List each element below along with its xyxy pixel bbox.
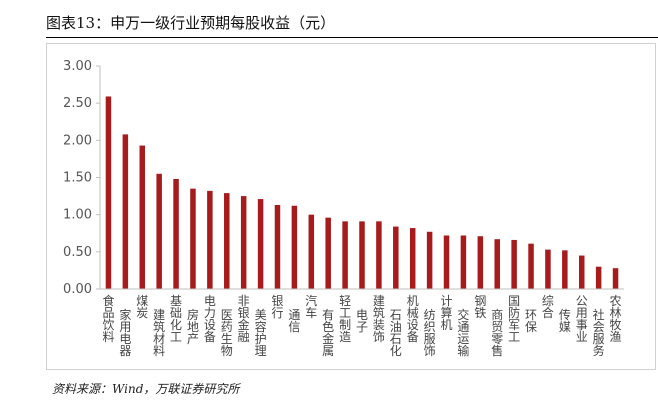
x-category-label: 建筑材料 — [153, 308, 165, 358]
bar — [105, 96, 112, 289]
bars — [105, 96, 619, 289]
bar — [426, 231, 433, 289]
x-category-label: 国防军工 — [508, 294, 520, 344]
x-category-label: 汽车 — [305, 293, 317, 320]
bar — [291, 205, 298, 289]
bar — [207, 190, 213, 289]
x-category-label: 传媒 — [559, 307, 571, 334]
bar — [409, 228, 416, 289]
bar — [528, 243, 534, 289]
x-category-label: 电力设备 — [204, 294, 216, 344]
x-category-label: 农林牧渔 — [610, 294, 622, 344]
x-category-label: 有色金属 — [322, 308, 334, 358]
y-axis: 0.00 0.50 1.00 1.50 2.00 2.50 3.00 — [63, 59, 101, 297]
y-tick-label: 0.50 — [63, 245, 92, 260]
y-tick-label: 1.00 — [63, 208, 92, 223]
y-tick-label: 3.00 — [63, 59, 92, 74]
x-category-label: 美容护理 — [255, 308, 267, 358]
x-category-label: 计算机 — [441, 294, 453, 332]
bar — [240, 196, 247, 289]
title-divider — [46, 37, 658, 38]
x-category-label: 煤炭 — [136, 294, 148, 320]
bar — [359, 221, 365, 289]
bar — [122, 134, 129, 289]
x-category-label: 电子 — [356, 308, 368, 334]
bar — [545, 249, 551, 289]
x-category-label: 轻工制造 — [339, 294, 351, 344]
bar — [511, 239, 517, 289]
x-category-label: 综合 — [542, 294, 554, 320]
bar — [308, 214, 315, 289]
bar — [477, 236, 484, 289]
bar — [460, 235, 467, 289]
x-category-label: 建筑装饰 — [373, 294, 385, 344]
x-category-label: 非银金融 — [238, 294, 250, 344]
y-tick-label: 2.00 — [63, 133, 92, 148]
x-category-label: 环保 — [525, 308, 537, 334]
x-category-label: 房地产 — [187, 307, 199, 346]
source-note: 资料来源：Wind，万联证券研究所 — [52, 382, 240, 396]
bar — [595, 266, 602, 289]
x-category-label: 机械设备 — [407, 294, 419, 344]
bar — [325, 217, 331, 289]
x-category-label: 钢铁 — [474, 294, 486, 320]
bar — [578, 255, 585, 289]
y-tick-label: 0.00 — [63, 282, 92, 297]
y-tick-label: 1.50 — [63, 171, 92, 186]
chart-title: 图表13：申万一级行业预期每股收益（元） — [46, 14, 336, 32]
bar — [156, 173, 162, 289]
x-category-label: 公用事业 — [576, 294, 588, 344]
bar — [443, 235, 450, 289]
bar — [342, 221, 348, 289]
x-category-label: 银行 — [271, 294, 283, 320]
x-category-label: 石油石化 — [390, 308, 402, 358]
bar — [224, 193, 230, 289]
x-category-label: 社会服务 — [593, 307, 605, 358]
x-category-label: 家用电器 — [119, 307, 131, 358]
bar — [376, 221, 382, 289]
bar — [139, 145, 146, 289]
x-category-label: 纺织服饰 — [424, 308, 436, 358]
x-category-label: 通信 — [288, 308, 300, 334]
x-category-label: 基础化工 — [170, 294, 182, 344]
bar — [393, 226, 399, 289]
bar — [494, 239, 500, 289]
y-tick-label: 2.50 — [63, 96, 92, 111]
bar — [562, 250, 568, 289]
bar — [274, 205, 281, 289]
bar — [612, 268, 619, 289]
chart-frame — [46, 43, 656, 370]
bar — [173, 178, 179, 289]
bar — [190, 188, 196, 289]
x-category-label: 交通运输 — [457, 307, 469, 358]
x-category-label: 医药生物 — [221, 308, 233, 358]
x-category-label: 食品饮料 — [102, 293, 114, 344]
x-category-label: 商贸零售 — [491, 307, 503, 358]
x-axis: 食品饮料家用电器煤炭 建筑材料基础化工房地产电力设备医药生物非银金融美容护理银行通… — [100, 288, 624, 358]
bar — [257, 199, 264, 289]
